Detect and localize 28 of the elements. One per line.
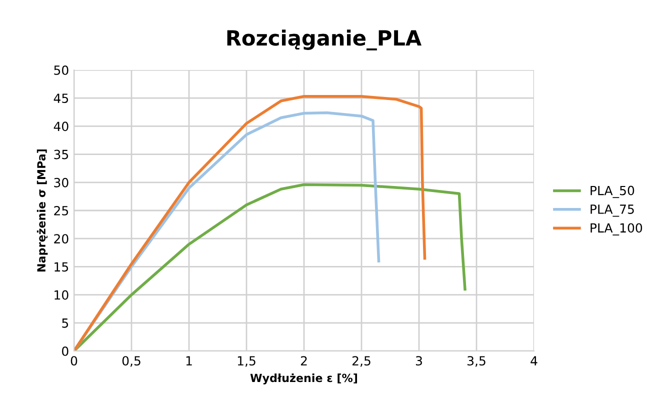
y-axis-title: Naprężenie σ [MPa] <box>36 149 48 272</box>
y-tick-label: 50 <box>54 65 68 75</box>
chart-title: Rozciąganie_PLA <box>227 30 422 50</box>
x-tick-label: 1 <box>186 356 192 366</box>
y-tick-label: 35 <box>54 150 68 160</box>
x-tick-label: 2,5 <box>352 356 370 367</box>
line-series <box>74 95 426 351</box>
y-tick-label: 45 <box>54 94 68 104</box>
x-tick-label: 3 <box>416 356 422 366</box>
y-tick-label: 10 <box>54 290 68 300</box>
y-tick-label: 40 <box>54 122 68 132</box>
x-tick-label: 4 <box>530 356 538 366</box>
x-axis-title: Wydłużenie ε [%] <box>250 374 358 384</box>
y-tick-label: 15 <box>54 262 68 272</box>
x-tick-label: 0 <box>70 356 78 366</box>
x-tick-label: 1,5 <box>238 356 256 367</box>
y-tick-label: 25 <box>54 206 68 216</box>
legend-label: PLA_100 <box>590 223 642 236</box>
line-series <box>74 183 466 351</box>
legend-label: PLA_50 <box>590 186 634 198</box>
x-tick-label: 3,5 <box>468 356 486 367</box>
x-tick-label: 0,5 <box>122 356 140 367</box>
y-tick-label: 0 <box>62 346 68 356</box>
x-tick-label: 2 <box>300 356 307 366</box>
y-tick-label: 30 <box>54 178 68 188</box>
y-tick-label: 5 <box>62 318 68 328</box>
y-tick-label: 20 <box>54 234 68 244</box>
legend-label: PLA_75 <box>590 204 634 217</box>
